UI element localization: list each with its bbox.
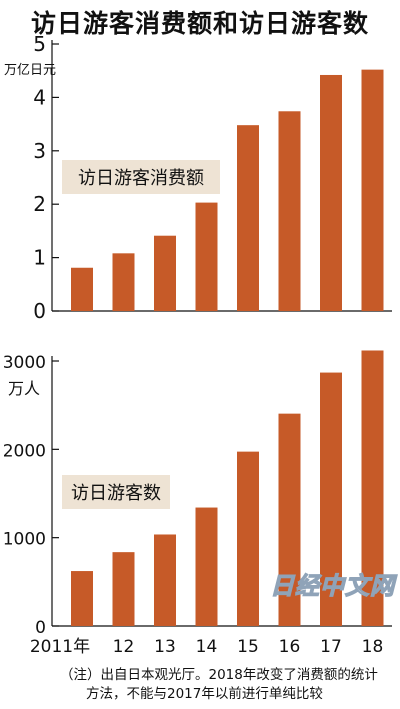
y-unit-label: 万人: [8, 379, 40, 398]
y-tick-label: 0: [33, 299, 46, 323]
x-tick-label: 18: [362, 637, 384, 657]
series-label: 访日游客数: [71, 483, 161, 504]
x-tick-label: 12: [113, 637, 135, 657]
y-tick-label: 1: [33, 246, 46, 270]
x-tick-label: 17: [320, 637, 342, 657]
x-tick-label: 15: [237, 637, 259, 657]
x-tick-label: 13: [154, 637, 176, 657]
x-tick-label: 16: [279, 637, 301, 657]
bar-12: [112, 253, 135, 311]
bar-14: [195, 202, 218, 311]
bar-18: [361, 69, 384, 311]
bar-12: [112, 552, 135, 626]
x-tick-label: 14: [196, 637, 218, 657]
bar-15: [237, 451, 259, 626]
bar-16: [278, 413, 301, 626]
bar-17: [320, 372, 342, 626]
bar-13: [154, 534, 176, 626]
y-tick-label: 4: [33, 85, 46, 109]
x-tick-label: 2011年: [30, 637, 90, 657]
chart-title: 访日游客消费额和访日游客数: [30, 9, 369, 38]
footnote-line-2: 方法，不能与2017年以前进行单纯比较: [86, 686, 323, 702]
series-label-box: [62, 475, 170, 509]
footnote-line-1: （注）出自日本观光厅。2018年改变了消费额的统计: [60, 667, 378, 683]
y-tick-label: 2: [33, 192, 46, 216]
y-tick-label: 3000: [3, 353, 46, 373]
y-tick-label: 5: [33, 32, 46, 56]
series-label-box: [62, 160, 220, 194]
bar-2011年: [71, 267, 93, 311]
y-tick-label: 1000: [3, 530, 46, 550]
y-tick-label: 0: [35, 618, 46, 638]
bar-13: [154, 235, 176, 311]
bar-16: [278, 111, 301, 311]
bar-17: [320, 74, 342, 311]
bar-15: [237, 125, 259, 311]
y-tick-label: 2000: [3, 441, 46, 461]
bar-2011年: [71, 571, 93, 626]
y-tick-label: 3: [33, 139, 46, 163]
series-label: 访日游客消费额: [78, 168, 204, 189]
watermark-logo: 日经中文网: [269, 571, 395, 600]
bar-18: [361, 350, 384, 626]
bar-14: [195, 507, 218, 626]
y-unit-label: 万亿日元: [4, 63, 56, 78]
